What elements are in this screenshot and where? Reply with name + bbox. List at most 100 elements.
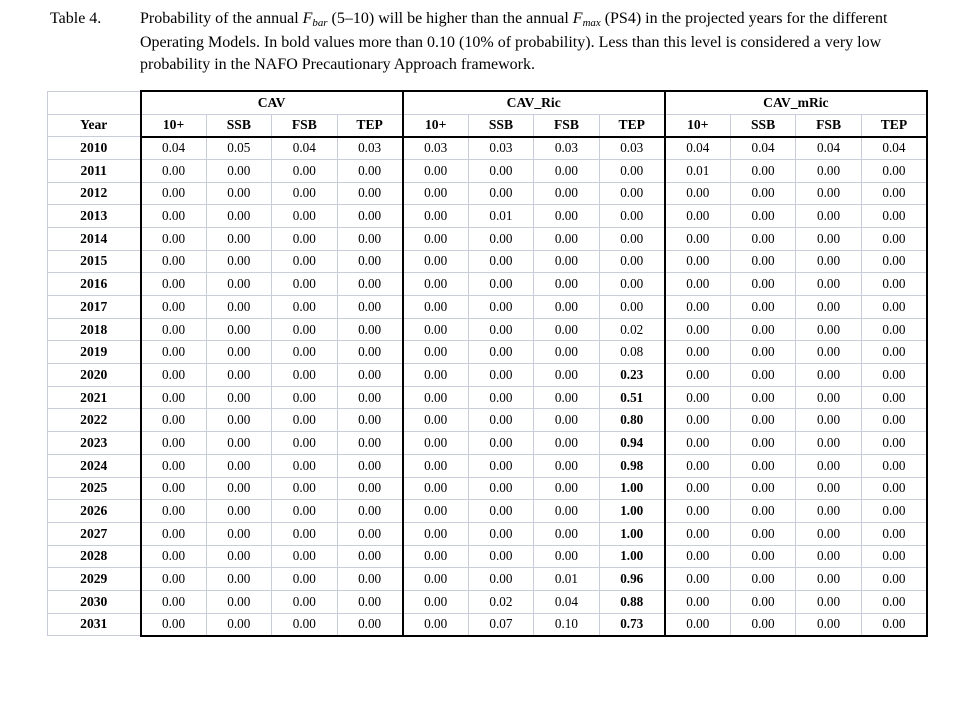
value-cell: 0.00 (533, 204, 600, 228)
value-cell: 0.00 (860, 521, 928, 546)
value-cell: 0.00 (795, 499, 862, 523)
value-cell: 0.00 (860, 204, 928, 228)
value-cell: 0.00 (467, 476, 535, 501)
value-cell: 0.00 (795, 340, 862, 365)
value-cell: 0.00 (860, 499, 928, 523)
table-row: 2023 0.00 0.00 0.00 0.00 0.00 0.00 0.00 0.94 0.00… (47, 431, 928, 455)
value-cell: 0.00 (467, 340, 535, 365)
value-cell: 0.00 (401, 453, 469, 478)
value-cell: 0.00 (401, 181, 469, 206)
value-cell: 0.00 (336, 317, 404, 342)
value-cell: 0.00 (139, 226, 207, 251)
value-cell: 0.00 (729, 567, 797, 591)
value-cell: 0.00 (860, 544, 928, 569)
value-cell: 0.00 (598, 272, 666, 297)
year-cell: 2029 (47, 567, 141, 591)
value-cell: 0.00 (336, 431, 404, 455)
value-cell: 0.04 (139, 136, 207, 160)
caption-segment: (PS4) in the projected years for the dif… (140, 10, 888, 74)
value-cell: 0.00 (467, 363, 535, 387)
table-row: 2026 0.00 0.00 0.00 0.00 0.00 0.00 0.00 1.00 0.00… (47, 499, 928, 523)
year-cell: 2014 (47, 226, 141, 251)
value-cell: 0.00 (271, 476, 338, 501)
group-header: CAV_mRic (663, 90, 929, 115)
value-cell: 0.00 (533, 249, 600, 274)
value-cell: 0.00 (336, 340, 404, 365)
value-cell: 0.00 (795, 158, 862, 183)
value-cell: 0.00 (663, 340, 731, 365)
value-cell: 0.51 (598, 385, 666, 410)
year-cell: 2022 (47, 408, 141, 433)
table-row: 2020 0.00 0.00 0.00 0.00 0.00 0.00 0.00 0.23 0.00… (47, 363, 928, 387)
caption-segment: Probability of the annual (140, 10, 303, 27)
value-cell: 0.00 (401, 567, 469, 591)
value-cell: 0.00 (401, 431, 469, 455)
value-cell: 0.00 (271, 453, 338, 478)
value-cell: 0.00 (533, 408, 600, 433)
value-cell: 0.00 (336, 612, 404, 637)
table-row: 2031 0.00 0.00 0.00 0.00 0.00 0.07 0.10 0.73 0.00… (47, 612, 928, 637)
table-row: 2010 0.04 0.05 0.04 0.03 0.03 0.03 0.03 0.03 0.04… (47, 136, 928, 160)
value-cell: 0.00 (860, 249, 928, 274)
probability-table: CAV CAV_Ric CAV_mRic Year 10+ SSB FSB TEP 10+ SSB… (47, 90, 929, 637)
value-cell: 0.00 (467, 567, 535, 591)
value-cell: 0.00 (467, 544, 535, 569)
value-cell: 0.04 (533, 589, 600, 614)
table-row: 2018 0.00 0.00 0.00 0.00 0.00 0.00 0.00 0.02 0.00… (47, 317, 928, 342)
value-cell: 0.00 (401, 544, 469, 569)
value-cell: 0.00 (271, 249, 338, 274)
value-cell: 0.00 (271, 431, 338, 455)
column-header: FSB (795, 113, 862, 138)
value-cell: 0.00 (467, 272, 535, 297)
value-cell: 0.00 (205, 249, 273, 274)
value-cell: 0.00 (467, 158, 535, 183)
value-cell: 0.00 (271, 317, 338, 342)
value-cell: 0.00 (271, 181, 338, 206)
value-cell: 0.00 (860, 589, 928, 614)
value-cell: 0.00 (860, 226, 928, 251)
value-cell: 0.00 (467, 295, 535, 319)
year-cell: 2015 (47, 249, 141, 274)
value-cell: 0.00 (795, 226, 862, 251)
column-header: SSB (729, 113, 797, 138)
value-cell: 0.00 (467, 385, 535, 410)
value-cell: 0.03 (598, 136, 666, 160)
column-header: TEP (336, 113, 404, 138)
value-cell: 0.00 (663, 453, 731, 478)
value-cell: 0.00 (401, 408, 469, 433)
value-cell: 0.00 (860, 158, 928, 183)
value-cell: 0.00 (860, 408, 928, 433)
table-row: 2011 0.00 0.00 0.00 0.00 0.00 0.00 0.00 0.00 0.01… (47, 158, 928, 183)
value-cell: 0.00 (729, 612, 797, 637)
value-cell: 0.00 (401, 249, 469, 274)
value-cell: 0.00 (139, 385, 207, 410)
value-cell: 0.00 (336, 158, 404, 183)
value-cell: 0.00 (336, 249, 404, 274)
value-cell: 0.00 (205, 158, 273, 183)
table-row: 2025 0.00 0.00 0.00 0.00 0.00 0.00 0.00 1.00 0.00… (47, 476, 928, 501)
value-cell: 0.00 (795, 476, 862, 501)
column-header: TEP (598, 113, 666, 138)
value-cell: 0.00 (336, 544, 404, 569)
value-cell: 0.00 (795, 181, 862, 206)
table-caption: Table 4. Probability of the annual Fbar … (50, 8, 975, 77)
value-cell: 0.00 (729, 453, 797, 478)
value-cell: 0.00 (336, 521, 404, 546)
value-cell: 0.10 (533, 612, 600, 637)
value-cell: 0.00 (401, 612, 469, 637)
value-cell: 0.00 (401, 589, 469, 614)
group-header-row: CAV CAV_Ric CAV_mRic (47, 90, 929, 115)
value-cell: 0.01 (533, 567, 600, 591)
value-cell: 0.00 (467, 226, 535, 251)
year-cell: 2012 (47, 181, 141, 206)
value-cell: 0.00 (860, 453, 928, 478)
value-cell: 0.00 (729, 385, 797, 410)
value-cell: 0.00 (336, 226, 404, 251)
value-cell: 0.05 (205, 136, 273, 160)
year-cell: 2019 (47, 340, 141, 365)
value-cell: 0.00 (336, 589, 404, 614)
value-cell: 0.00 (598, 204, 666, 228)
value-cell: 0.00 (663, 408, 731, 433)
table-row: 2028 0.00 0.00 0.00 0.00 0.00 0.00 0.00 1.00 0.00… (47, 544, 928, 569)
